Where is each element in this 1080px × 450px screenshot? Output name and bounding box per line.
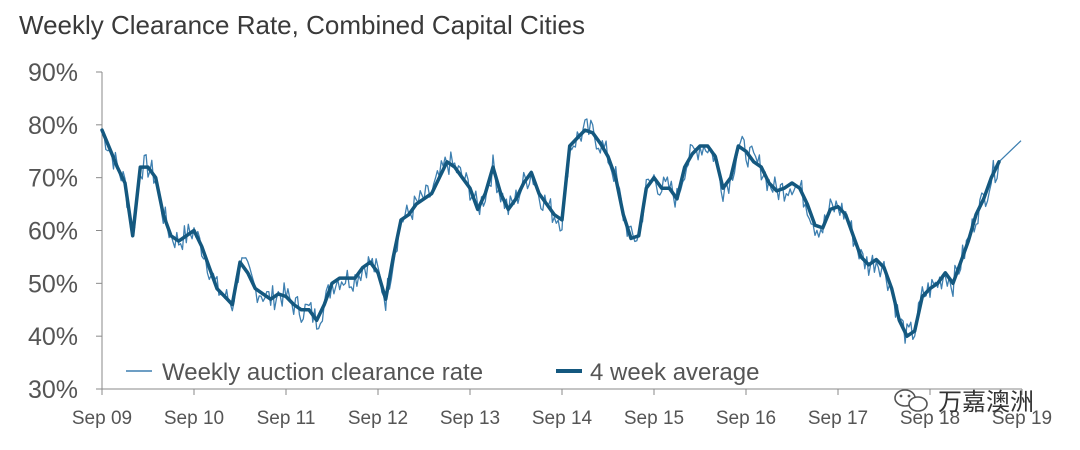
series-line-4-week-average xyxy=(100,128,1001,338)
y-tick-label: 70% xyxy=(28,165,78,193)
chart-title: Weekly Clearance Rate, Combined Capital … xyxy=(19,10,585,40)
legend-label-average: 4 week average xyxy=(590,359,759,386)
x-tick-label: Sep 11 xyxy=(257,408,316,429)
y-tick-label: 80% xyxy=(28,112,78,140)
x-tick-label: Sep 10 xyxy=(164,408,224,429)
y-tick-label: 60% xyxy=(28,218,78,246)
x-tick-label: Sep 13 xyxy=(440,408,500,429)
y-axis-ticks: 30% 40% 50% 60% 70% 80% 90% xyxy=(28,59,102,404)
y-tick-label: 50% xyxy=(28,270,78,298)
x-tick-label: Sep 19 xyxy=(992,408,1052,429)
y-tick-label: 30% xyxy=(28,376,78,404)
y-tick-label: 90% xyxy=(28,59,78,87)
x-tick-label: Sep 18 xyxy=(900,408,960,429)
legend-label-weekly: Weekly auction clearance rate xyxy=(162,359,483,386)
watermark: 万嘉澳洲 xyxy=(894,388,1034,416)
series-layer xyxy=(100,118,1022,344)
x-tick-label: Sep 17 xyxy=(808,408,868,429)
wechat-icon xyxy=(894,389,928,412)
x-tick-label: Sep 12 xyxy=(348,408,408,429)
y-tick-label: 40% xyxy=(28,323,78,351)
legend: Weekly auction clearance rate 4 week ave… xyxy=(126,359,759,386)
series-line-weekly-auction-clearance-rate xyxy=(101,118,1022,344)
x-tick-label: Sep 09 xyxy=(72,408,132,429)
x-tick-label: Sep 14 xyxy=(532,408,593,429)
x-tick-label: Sep 16 xyxy=(716,408,776,429)
watermark-text: 万嘉澳洲 xyxy=(938,388,1034,416)
x-tick-label: Sep 15 xyxy=(624,408,684,429)
x-axis-ticks: Sep 09 Sep 10 Sep 11 Sep 12 Sep 13 Sep 14 Sep … xyxy=(72,389,1052,429)
